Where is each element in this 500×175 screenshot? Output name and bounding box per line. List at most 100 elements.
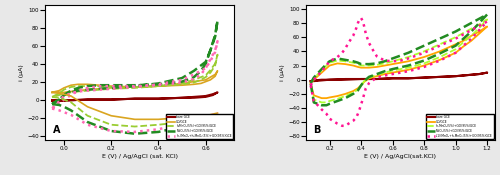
GO/GCE bbox=[361, 67, 367, 69]
GO/GCE bbox=[318, 97, 324, 99]
bare GCE bbox=[210, 93, 216, 95]
GO/GCE bbox=[156, 85, 162, 87]
bare GCE bbox=[311, 80, 317, 82]
Line: (-1)(MnO₂+h-MnO₂(5%)+GO(95%)GCE: (-1)(MnO₂+h-MnO₂(5%)+GO(95%)GCE bbox=[310, 18, 487, 126]
MnO₂(5%)+GO(95%)GCE bbox=[326, 103, 332, 105]
bare GCE bbox=[49, 99, 55, 102]
(h-MnO₂(5%)+GO(95%)GCE bbox=[484, 18, 490, 20]
MnO₂(5%)+GO(95%)GCE bbox=[108, 87, 114, 89]
GO/GCE bbox=[476, 33, 482, 35]
(h-)MnO₂+h-MnO₂(5%)+GO(95%)GCE bbox=[212, 49, 218, 51]
GO/GCE bbox=[311, 79, 317, 81]
GO/GCE bbox=[421, 56, 427, 58]
GO/GCE bbox=[308, 82, 314, 84]
(h-MnO₂(5%)+GO(95%)GCE bbox=[437, 43, 443, 45]
h-MnO₂(5%)+GO(95%)GCE bbox=[96, 85, 102, 87]
MnO₂(5%)+GO(95%)GCE bbox=[484, 13, 490, 16]
Line: bare GCE: bare GCE bbox=[52, 92, 218, 100]
bare GCE bbox=[406, 77, 411, 79]
(h-)MnO₂+h-MnO₂(5%)+GO(95%)GCE bbox=[202, 67, 208, 69]
GO/GCE bbox=[214, 70, 220, 72]
GO/GCE bbox=[68, 90, 74, 93]
GO/GCE bbox=[61, 87, 67, 89]
GO/GCE bbox=[390, 72, 396, 74]
h-MnO₂(5%)+GO(95%)GCE bbox=[108, 86, 114, 88]
MnO₂(5%)+GO(95%)GCE bbox=[202, 63, 208, 65]
h-MnO₂(5%)+GO(95%)GCE bbox=[68, 86, 74, 88]
GO/GCE bbox=[132, 86, 138, 88]
(h-MnO₂(5%)+GO(95%)GCE bbox=[308, 82, 314, 84]
GO/GCE bbox=[342, 93, 348, 95]
(h-MnO₂(5%)+GO(95%)GCE bbox=[421, 50, 427, 52]
h-MnO₂(5%)+GO(95%)GCE bbox=[179, 82, 185, 85]
(h-MnO₂(5%)+GO(95%)GCE bbox=[308, 82, 314, 84]
Line: bare GCE: bare GCE bbox=[310, 73, 487, 81]
(-1)(MnO₂+h-MnO₂(5%)+GO(95%)GCE bbox=[339, 125, 345, 127]
Legend: bare GCE, GO/GCE, h-MnO₂(5%)+GO(95%)GCE, MnO₂(5%)+GO(95%)GCE, (h-)MnO₂+h-MnO₂(5%: bare GCE, GO/GCE, h-MnO₂(5%)+GO(95%)GCE,… bbox=[166, 114, 233, 139]
h-MnO₂(5%)+GO(95%)GCE bbox=[49, 96, 55, 98]
MnO₂(5%)+GO(95%)GCE bbox=[334, 100, 340, 102]
GO/GCE bbox=[358, 84, 364, 86]
(h-)MnO₂+h-MnO₂(5%)+GO(95%)GCE bbox=[108, 85, 114, 87]
MnO₂(5%)+GO(95%)GCE bbox=[108, 84, 114, 86]
MnO₂(5%)+GO(95%)GCE bbox=[355, 62, 361, 64]
GO/GCE bbox=[358, 67, 364, 69]
bare GCE bbox=[156, 98, 162, 100]
GO/GCE bbox=[96, 88, 102, 90]
(h-MnO₂(5%)+GO(95%)GCE bbox=[350, 91, 356, 93]
GO/GCE bbox=[61, 91, 67, 93]
GO/GCE bbox=[468, 40, 474, 42]
GO/GCE bbox=[476, 30, 482, 33]
h-MnO₂(5%)+GO(95%)GCE bbox=[61, 89, 67, 91]
(-1)(MnO₂+h-MnO₂(5%)+GO(95%)GCE bbox=[334, 56, 340, 58]
(h-MnO₂(5%)+GO(95%)GCE bbox=[358, 84, 364, 86]
GO/GCE bbox=[324, 97, 330, 99]
(h-)MnO₂+h-MnO₂(5%)+GO(95%)GCE bbox=[191, 73, 197, 75]
MnO₂(5%)+GO(95%)GCE bbox=[421, 45, 427, 47]
bare GCE bbox=[179, 97, 185, 99]
bare GCE bbox=[406, 77, 411, 79]
GO/GCE bbox=[75, 90, 81, 92]
(h-MnO₂(5%)+GO(95%)GCE bbox=[355, 89, 361, 91]
bare GCE bbox=[318, 79, 324, 82]
(h-MnO₂(5%)+GO(95%)GCE bbox=[421, 62, 427, 64]
h-MnO₂(5%)+GO(95%)GCE bbox=[214, 54, 220, 56]
MnO₂(5%)+GO(95%)GCE bbox=[484, 13, 490, 16]
(h-)MnO₂+h-MnO₂(5%)+GO(95%)GCE bbox=[156, 84, 162, 86]
GO/GCE bbox=[49, 91, 55, 93]
GO/GCE bbox=[468, 35, 474, 37]
(h-MnO₂(5%)+GO(95%)GCE bbox=[406, 67, 411, 69]
bare GCE bbox=[437, 76, 443, 78]
MnO₂(5%)+GO(95%)GCE bbox=[202, 61, 208, 63]
(h-)MnO₂+h-MnO₂(5%)+GO(95%)GCE bbox=[96, 85, 102, 87]
(h-)MnO₂+h-MnO₂(5%)+GO(95%)GCE bbox=[75, 90, 81, 92]
MnO₂(5%)+GO(95%)GCE bbox=[311, 101, 317, 103]
(h-MnO₂(5%)+GO(95%)GCE bbox=[406, 56, 411, 58]
MnO₂(5%)+GO(95%)GCE bbox=[84, 85, 90, 87]
h-MnO₂(5%)+GO(95%)GCE bbox=[202, 74, 208, 76]
GO/GCE bbox=[374, 75, 380, 77]
(h-)MnO₂+h-MnO₂(5%)+GO(95%)GCE bbox=[56, 100, 62, 102]
bare GCE bbox=[326, 79, 332, 81]
h-MnO₂(5%)+GO(95%)GCE bbox=[75, 90, 81, 93]
MnO₂(5%)+GO(95%)GCE bbox=[84, 89, 90, 91]
bare GCE bbox=[460, 74, 466, 76]
MnO₂(5%)+GO(95%)GCE bbox=[96, 88, 102, 90]
h-MnO₂(5%)+GO(95%)GCE bbox=[49, 96, 55, 98]
MnO₂(5%)+GO(95%)GCE bbox=[68, 91, 74, 93]
GO/GCE bbox=[202, 80, 208, 83]
(-1)(MnO₂+h-MnO₂(5%)+GO(95%)GCE bbox=[366, 42, 372, 44]
GO/GCE bbox=[132, 86, 138, 88]
bare GCE bbox=[210, 94, 216, 96]
bare GCE bbox=[49, 99, 55, 102]
MnO₂(5%)+GO(95%)GCE bbox=[318, 104, 324, 106]
GO/GCE bbox=[355, 87, 361, 89]
(-1)(MnO₂+h-MnO₂(5%)+GO(95%)GCE bbox=[308, 84, 314, 86]
bare GCE bbox=[390, 77, 396, 79]
bare GCE bbox=[452, 75, 458, 77]
GO/GCE bbox=[108, 85, 114, 87]
GO/GCE bbox=[324, 67, 330, 69]
h-MnO₂(5%)+GO(95%)GCE bbox=[75, 85, 81, 87]
h-MnO₂(5%)+GO(95%)GCE bbox=[214, 54, 220, 56]
MnO₂(5%)+GO(95%)GCE bbox=[468, 22, 474, 24]
